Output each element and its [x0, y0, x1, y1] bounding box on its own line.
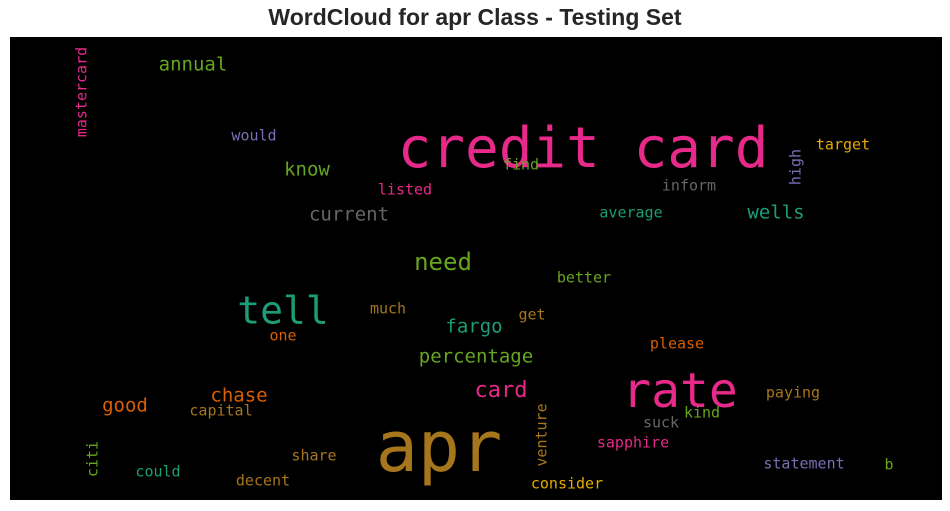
word-listed: listed	[378, 181, 432, 199]
word-card: card	[475, 378, 528, 403]
word-average: average	[599, 204, 662, 222]
word-suck: suck	[643, 414, 679, 432]
word-target: target	[816, 136, 870, 154]
word-know: know	[284, 159, 330, 181]
wordcloud-svg: credit card apr rate tell need card current kno…	[73, 47, 894, 493]
word-apr: apr	[376, 406, 502, 488]
word-chase: chase	[210, 385, 267, 407]
word-current: current	[309, 204, 389, 226]
word-rate: rate	[622, 363, 738, 419]
word-inform: inform	[662, 177, 716, 195]
word-sapphire: sapphire	[597, 434, 669, 452]
word-annual: annual	[159, 54, 228, 76]
word-venture: venture	[533, 403, 551, 466]
word-statement: statement	[763, 455, 844, 473]
word-citi: citi	[84, 441, 102, 477]
word-decent: decent	[236, 472, 290, 490]
word-wells: wells	[747, 202, 804, 224]
word-find: find	[503, 156, 539, 174]
word-good: good	[102, 395, 148, 417]
wordcloud-canvas: credit card apr rate tell need card current kno…	[10, 37, 942, 500]
word-get: get	[518, 306, 545, 324]
word-b: b	[884, 456, 893, 474]
word-capital: capital	[189, 402, 252, 420]
word-high: high	[787, 149, 805, 185]
word-much: much	[370, 300, 406, 318]
word-could: could	[135, 463, 180, 481]
word-one: one	[269, 327, 296, 345]
word-better: better	[557, 269, 611, 287]
word-credit-card: credit card	[398, 116, 769, 181]
word-would: would	[231, 127, 276, 145]
word-consider: consider	[531, 475, 603, 493]
word-need: need	[414, 248, 472, 276]
word-tell: tell	[237, 289, 329, 333]
word-percentage: percentage	[419, 346, 533, 368]
word-kind: kind	[684, 404, 720, 422]
word-please: please	[650, 335, 704, 353]
word-share: share	[291, 447, 336, 465]
word-mastercard: mastercard	[73, 47, 91, 137]
chart-title: WordCloud for apr Class - Testing Set	[268, 4, 682, 30]
word-fargo: fargo	[445, 316, 502, 338]
word-paying: paying	[766, 384, 820, 402]
